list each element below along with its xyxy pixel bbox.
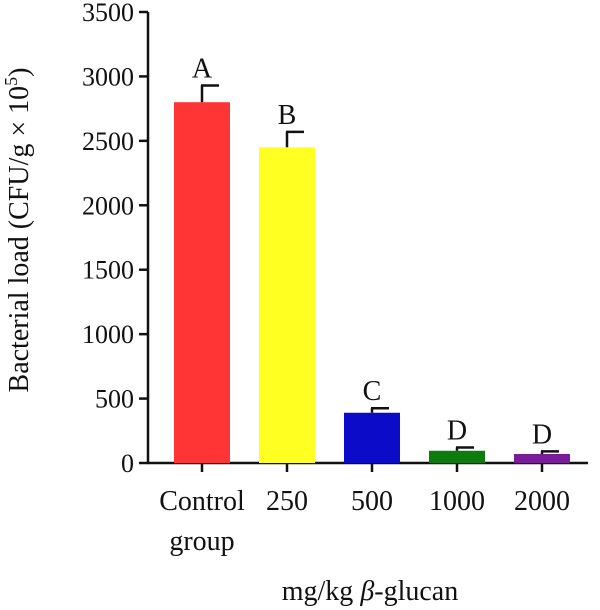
bar [174,102,230,463]
x-tick-label: group [169,526,234,557]
y-tick-label: 1500 [82,256,134,285]
x-tick-label: 2000 [514,486,570,517]
y-axis-label-superscript: 5 [1,77,21,86]
significance-letter: D [532,419,552,450]
x-axis-label: mg/kg β-glucan [282,576,458,607]
x-tick-label: 1000 [429,486,485,517]
x-tick-label: 250 [266,486,308,517]
chart-bars [174,84,570,464]
y-axis-label: Bacterial load (CFU/g × 105) [1,68,35,393]
y-tick-label: 0 [121,449,134,478]
significance-letter: B [278,100,297,131]
significance-letter: D [447,416,467,447]
x-tick-label: 500 [351,486,393,517]
bar [259,147,315,464]
bar [514,453,570,463]
significance-letter: C [363,376,382,407]
y-tick-label: 1000 [82,320,134,349]
significance-letter: A [192,53,213,84]
y-tick-label: 500 [95,385,134,414]
x-tick-label: Control [159,486,245,517]
y-tick-label: 3500 [82,0,134,27]
bar [344,412,400,463]
y-tick-label: 2500 [82,127,134,156]
y-tick-label: 3000 [82,62,134,91]
bar [429,450,485,463]
y-tick-label: 2000 [82,191,134,220]
chart-labels: 0 500 1000 1500 2000 2500 3000 3500 A Control grou… [82,0,570,557]
